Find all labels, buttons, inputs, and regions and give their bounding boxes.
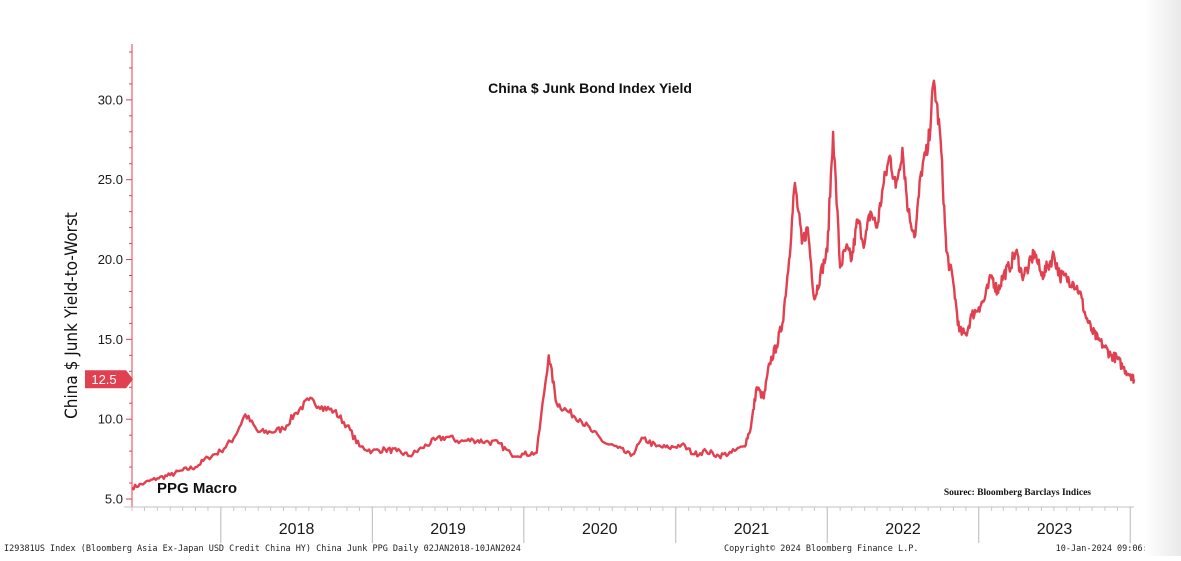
x-year-label: 2023 [1037, 521, 1073, 538]
chart-title: China $ Junk Bond Index Yield [488, 80, 692, 96]
y-axis-title: China $ Junk Yield-to-Worst [62, 212, 82, 419]
footer-copyright: Copyright© 2024 Bloomberg Finance L.P. [724, 544, 918, 554]
x-year-label: 2021 [734, 521, 770, 538]
footer-timestamp: 10-Jan-2024 09:06:52 [1056, 544, 1158, 554]
y-tick-label: 15.0 [98, 332, 123, 347]
label-layer: 5.0 10.0 15.0 20.0 25.0 30.0 2018 2019 2020 2021 2… [4, 80, 1158, 554]
y-tick-label: 25.0 [98, 172, 123, 187]
footer-left: I29381US Index (Bloomberg Asia Ex-Japan … [4, 544, 521, 554]
last-value-marker [85, 370, 133, 389]
yield-series-line [131, 79, 1136, 491]
source-label: Sourec: Bloomberg Barclays Indices [944, 488, 1091, 498]
brand-label: PPG Macro [157, 480, 237, 497]
axis-layer [124, 44, 1134, 508]
series-layer [131, 79, 1136, 491]
x-year-label: 2018 [279, 521, 315, 538]
y-tick-label: 10.0 [98, 412, 123, 427]
side-shade [1145, 0, 1181, 556]
x-year-label: 2022 [885, 521, 921, 538]
y-tick-label: 30.0 [98, 92, 123, 107]
grid-layer [131, 507, 1131, 543]
y-tick-label: 5.0 [105, 492, 123, 507]
y-tick-label: 20.0 [98, 252, 123, 267]
last-value-label: 12.5 [91, 372, 116, 387]
x-year-label: 2020 [582, 521, 618, 538]
x-year-label: 2019 [430, 521, 466, 538]
